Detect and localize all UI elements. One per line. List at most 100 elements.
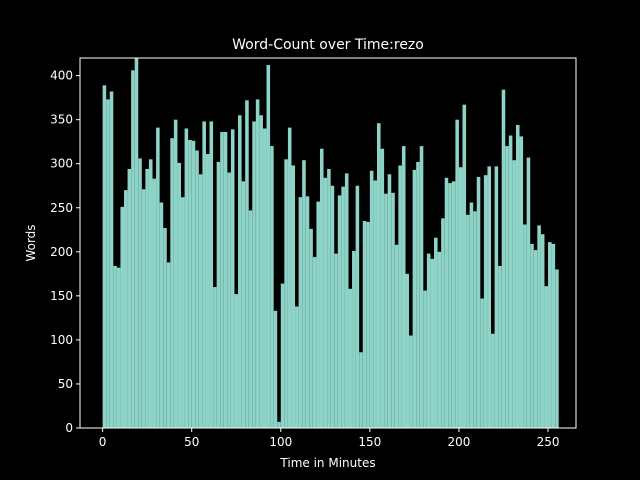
bar-22 (181, 197, 185, 428)
bar-29 (205, 154, 210, 428)
bar-58 (309, 228, 313, 428)
bar-69 (348, 288, 353, 428)
bar-86 (409, 335, 413, 428)
bar-19 (170, 138, 174, 429)
bar-14 (152, 178, 157, 428)
bar-27 (198, 174, 203, 428)
bar-55 (298, 197, 303, 428)
bar-94 (437, 251, 442, 428)
bar-35 (227, 172, 231, 428)
bar-17 (163, 228, 167, 428)
x-axis-ticks: 0 50 100 150 200 250 (99, 428, 560, 449)
bar-114 (508, 135, 513, 428)
bar-50 (280, 283, 285, 428)
bar-42 (252, 121, 256, 429)
bar-24 (188, 139, 192, 428)
bar-16 (159, 202, 164, 428)
bar-111 (498, 265, 502, 428)
bar-31 (213, 287, 217, 428)
bar-101 (462, 104, 467, 428)
bar-117 (519, 136, 524, 428)
bar-71 (355, 185, 360, 428)
bar-78 (380, 148, 385, 429)
bar-118 (523, 224, 527, 428)
y-tick-label-2: 100 (50, 333, 73, 347)
bar-25 (191, 140, 196, 428)
bar-57 (305, 196, 310, 428)
bar-127 (555, 269, 559, 428)
bar-18 (166, 262, 171, 428)
bar-82 (394, 244, 399, 428)
bar-98 (451, 181, 456, 428)
bar-23 (184, 128, 189, 429)
bar-1 (106, 99, 110, 429)
bar-112 (501, 89, 506, 429)
x-axis-label: Time in Minutes (279, 456, 375, 470)
bar-61 (319, 148, 324, 429)
bar-77 (376, 123, 381, 428)
bar-0 (102, 85, 107, 428)
bar-12 (145, 169, 149, 428)
bar-45 (262, 128, 267, 429)
bar-20 (173, 119, 178, 429)
y-tick-label-4: 200 (50, 245, 73, 259)
bar-126 (551, 243, 556, 428)
x-tick-label-0: 0 (99, 435, 107, 449)
chart-title: Word-Count over Time:rezo (232, 37, 424, 53)
x-tick-label-5: 250 (537, 435, 560, 449)
y-axis-label: Words (24, 224, 38, 261)
bar-3 (113, 265, 117, 428)
bar-59 (312, 257, 317, 428)
bar-74 (366, 221, 370, 428)
bar-67 (341, 186, 345, 428)
bar-91 (426, 253, 431, 428)
bar-105 (476, 176, 481, 428)
bar-37 (234, 294, 239, 428)
bar-65 (334, 253, 338, 428)
bar-10 (138, 158, 142, 428)
bar-6 (124, 190, 128, 428)
y-tick-label-5: 250 (50, 201, 73, 215)
bar-28 (202, 121, 206, 429)
bar-36 (230, 129, 235, 429)
bar-54 (295, 306, 299, 428)
bar-99 (455, 119, 459, 429)
bar-108 (487, 166, 492, 429)
bar-90 (423, 290, 427, 428)
bar-76 (373, 180, 377, 428)
bar-39 (241, 181, 246, 428)
bar-124 (544, 286, 549, 428)
bar-81 (391, 192, 395, 428)
bar-72 (359, 352, 363, 428)
bar-88 (416, 161, 420, 428)
bar-47 (270, 146, 274, 428)
bar-30 (209, 121, 214, 429)
bar-44 (259, 115, 263, 428)
bar-87 (412, 169, 417, 428)
bar-80 (387, 174, 392, 428)
bar-41 (248, 210, 253, 428)
bar-2 (109, 91, 114, 428)
bar-89 (419, 146, 424, 428)
bar-96 (444, 177, 449, 428)
bar-26 (195, 150, 199, 428)
bar-52 (287, 127, 292, 428)
bar-64 (330, 185, 335, 428)
bar-56 (302, 160, 306, 428)
x-tick-label-4: 200 (447, 435, 470, 449)
bar-34 (223, 132, 228, 428)
x-tick-label-3: 150 (358, 435, 381, 449)
x-tick-label-1: 50 (184, 435, 199, 449)
bar-11 (141, 189, 146, 428)
bar-110 (494, 166, 499, 429)
x-tick-label-2: 100 (269, 435, 292, 449)
bar-125 (548, 242, 552, 428)
bar-33 (220, 132, 224, 428)
bar-122 (537, 225, 541, 428)
bar-66 (337, 195, 342, 428)
bar-46 (266, 65, 271, 429)
bar-32 (216, 161, 221, 428)
bar-5 (120, 206, 124, 428)
bar-7 (127, 169, 132, 428)
